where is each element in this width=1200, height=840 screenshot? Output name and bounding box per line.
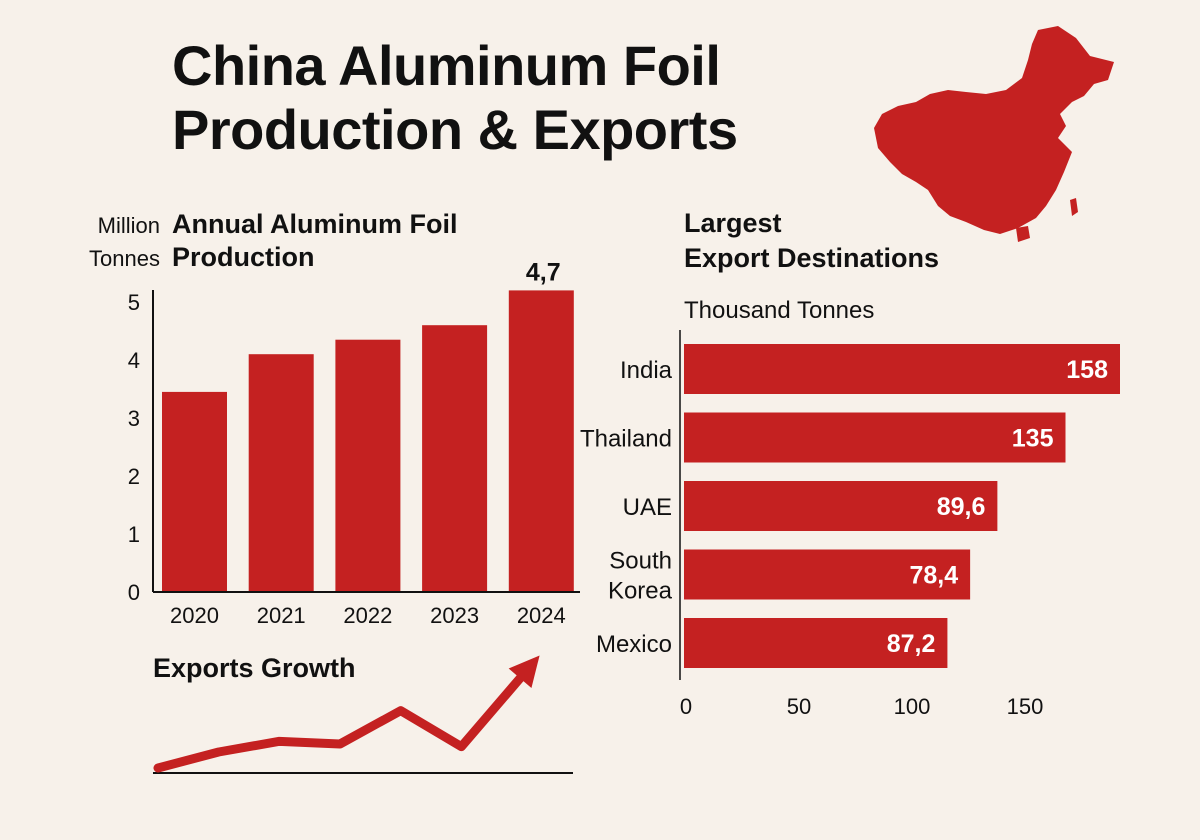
production-xtick: 2021 <box>257 603 306 628</box>
production-chart: Million Tonnes Annual Aluminum Foil Prod… <box>89 209 580 628</box>
destination-value-label: 135 <box>1012 425 1054 453</box>
exports-growth-title: Exports Growth <box>153 653 356 683</box>
production-xtick: 2022 <box>343 603 392 628</box>
production-ytick: 4 <box>128 348 140 373</box>
page-title-line1: China Aluminum Foil <box>172 34 721 97</box>
destination-bar <box>684 412 1066 463</box>
production-ytick: 3 <box>128 406 140 431</box>
destinations-title-line1: Largest <box>684 208 782 238</box>
production-xtick: 2023 <box>430 603 479 628</box>
production-title-line2: Production <box>172 242 315 272</box>
destination-bar <box>684 549 971 600</box>
china-map-icon <box>874 26 1114 242</box>
destination-category-label: UAE <box>623 494 672 521</box>
production-xtick: 2024 <box>517 603 566 628</box>
production-ytick: 5 <box>128 290 140 315</box>
destinations-title-line2: Export Destinations <box>684 243 939 273</box>
destination-category-label: Korea <box>608 578 673 605</box>
destination-category-label: Mexico <box>596 631 672 658</box>
production-bar-2024 <box>508 290 574 592</box>
destinations-xlabel: Thousand Tonnes <box>684 297 874 324</box>
production-bar-2021 <box>248 354 314 592</box>
destinations-xtick: 50 <box>787 694 811 719</box>
production-ylabel-line2: Tonnes <box>89 246 160 271</box>
destination-bar <box>684 344 1120 394</box>
production-ytick: 0 <box>128 580 140 605</box>
destination-value-label: 158 <box>1066 356 1108 384</box>
production-data-label: 4,7 <box>526 258 561 286</box>
destination-category-label: Thailand <box>580 426 672 453</box>
destination-category-label: India <box>620 357 673 384</box>
destinations-xtick: 100 <box>894 694 931 719</box>
production-bar-2022 <box>335 339 401 592</box>
destination-value-label: 78,4 <box>909 562 958 590</box>
destination-category-label: South <box>609 548 672 575</box>
production-ylabel-line1: Million <box>98 213 160 238</box>
production-bar-2020 <box>162 391 227 592</box>
exports-growth-chart: Exports Growth <box>153 653 573 774</box>
destination-value-label: 87,2 <box>887 630 936 658</box>
production-title-line1: Annual Aluminum Foil <box>172 209 457 239</box>
page-title: China Aluminum Foil Production & Exports <box>172 34 738 162</box>
destinations-chart: Largest Export Destinations Thousand Ton… <box>580 208 1120 719</box>
exports-growth-line <box>153 671 527 773</box>
production-bar-2023 <box>422 325 488 592</box>
destination-value-label: 89,6 <box>937 493 986 521</box>
destinations-xtick: 0 <box>680 694 692 719</box>
destination-bar <box>684 481 998 531</box>
destinations-xtick: 150 <box>1007 694 1044 719</box>
destination-bar <box>684 618 948 668</box>
production-ytick: 2 <box>128 464 140 489</box>
production-ytick: 1 <box>128 522 140 547</box>
production-xtick: 2020 <box>170 603 219 628</box>
page-title-line2: Production & Exports <box>172 98 738 161</box>
exports-growth-arrowhead <box>508 655 540 689</box>
